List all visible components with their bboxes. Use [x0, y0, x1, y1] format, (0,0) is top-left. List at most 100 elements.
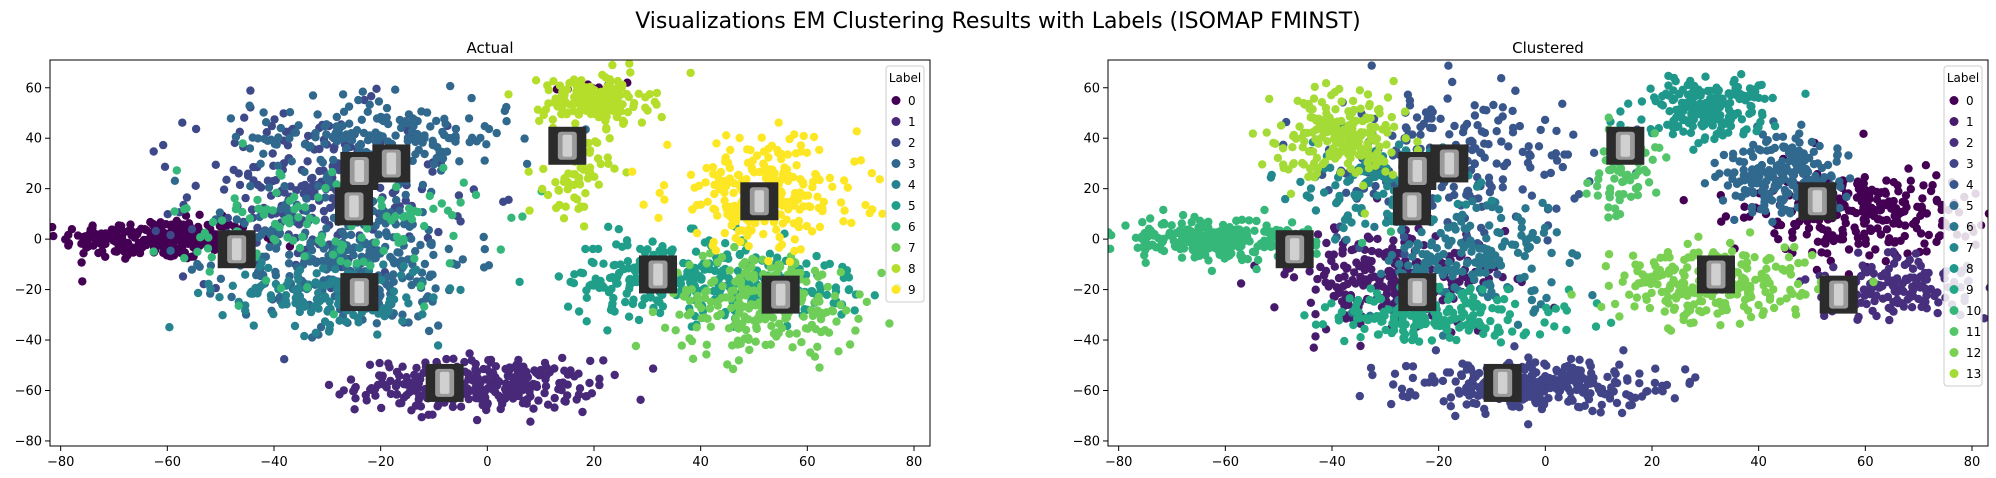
- data-point: [1799, 149, 1808, 158]
- data-point: [1642, 387, 1651, 396]
- data-point: [437, 199, 446, 208]
- data-point: [335, 390, 344, 399]
- data-point: [772, 225, 781, 234]
- data-point: [324, 380, 334, 390]
- data-point: [480, 156, 489, 165]
- data-point: [1494, 205, 1504, 214]
- thumbnail-highlight: [754, 190, 765, 213]
- data-point: [290, 192, 299, 202]
- data-point: [836, 268, 845, 277]
- data-point: [399, 213, 408, 222]
- data-point: [1320, 303, 1330, 312]
- data-point: [1340, 215, 1350, 224]
- data-point: [476, 133, 485, 143]
- data-point: [1414, 337, 1424, 346]
- data-point: [1658, 91, 1667, 101]
- legend-marker: [891, 180, 901, 189]
- data-point: [398, 362, 407, 371]
- data-point: [1341, 314, 1351, 323]
- data-point: [273, 161, 283, 170]
- data-point: [1397, 226, 1406, 235]
- data-point: [1483, 245, 1492, 254]
- data-point: [1896, 298, 1906, 308]
- data-point: [1930, 291, 1939, 301]
- data-point: [1379, 307, 1389, 317]
- data-point: [1505, 310, 1515, 319]
- data-point: [391, 131, 400, 140]
- thumbnail-image: [639, 255, 677, 294]
- data-point: [1788, 233, 1797, 242]
- data-point: [1920, 239, 1929, 248]
- data-point: [462, 385, 471, 394]
- data-point: [429, 160, 439, 169]
- data-point: [1596, 388, 1606, 398]
- data-point: [764, 153, 773, 162]
- data-point: [603, 153, 612, 162]
- data-point: [1852, 208, 1861, 218]
- data-point: [1511, 86, 1520, 95]
- data-point: [590, 172, 599, 181]
- data-point: [582, 317, 591, 326]
- data-point: [449, 354, 458, 363]
- data-point: [1389, 236, 1398, 245]
- data-point: [193, 247, 202, 256]
- data-point: [78, 277, 87, 286]
- data-point: [564, 169, 573, 178]
- data-point: [1798, 169, 1808, 178]
- data-point: [77, 258, 86, 267]
- data-point: [180, 253, 189, 263]
- data-point: [321, 183, 330, 193]
- y-tick-label: 40: [25, 132, 42, 147]
- data-point: [709, 169, 718, 179]
- data-point: [1566, 354, 1576, 364]
- data-point: [1809, 147, 1819, 156]
- data-point: [1431, 346, 1441, 355]
- data-point: [1835, 177, 1844, 186]
- data-point: [1768, 93, 1777, 103]
- data-point: [718, 266, 728, 275]
- data-point: [1922, 247, 1931, 256]
- data-point: [1754, 145, 1764, 154]
- data-point: [1926, 186, 1936, 196]
- data-point: [1524, 142, 1533, 151]
- data-point: [702, 340, 711, 349]
- data-point: [396, 123, 406, 133]
- data-point: [1860, 173, 1870, 182]
- data-point: [358, 87, 367, 96]
- data-point: [215, 293, 224, 302]
- legend-label: 8: [908, 262, 916, 276]
- data-point: [1672, 122, 1681, 132]
- data-point: [395, 371, 404, 381]
- data-point: [1627, 400, 1637, 410]
- data-point: [347, 136, 357, 145]
- data-point: [300, 203, 310, 212]
- data-point: [1472, 203, 1481, 213]
- data-point: [1462, 224, 1472, 234]
- data-point: [1472, 182, 1482, 191]
- data-point: [1889, 281, 1898, 291]
- data-point: [802, 277, 811, 286]
- data-point: [617, 83, 627, 92]
- data-point: [1580, 401, 1590, 410]
- data-point: [1882, 215, 1892, 225]
- data-point: [484, 261, 494, 270]
- data-point: [335, 124, 344, 134]
- data-point: [1463, 258, 1472, 267]
- data-point: [1527, 295, 1537, 305]
- data-point: [1445, 292, 1454, 301]
- data-point: [464, 114, 474, 123]
- data-point: [425, 191, 434, 201]
- data-point: [302, 194, 311, 203]
- data-point: [722, 131, 731, 140]
- data-point: [1919, 181, 1928, 190]
- data-point: [408, 267, 418, 277]
- data-point: [623, 257, 633, 266]
- data-point: [536, 370, 545, 379]
- data-point: [1552, 126, 1561, 136]
- data-point: [1444, 193, 1454, 202]
- data-point: [614, 268, 624, 278]
- data-point: [1467, 247, 1476, 256]
- data-point: [1889, 297, 1898, 307]
- data-point: [1497, 305, 1506, 314]
- data-point: [605, 134, 614, 143]
